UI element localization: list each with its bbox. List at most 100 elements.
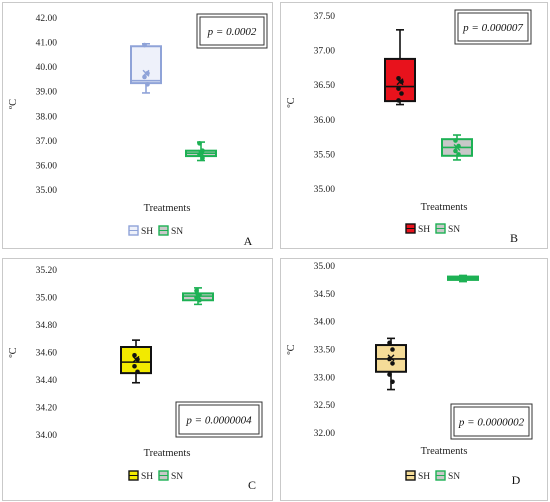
data-point	[197, 141, 202, 146]
y-tick-label: 37.50	[314, 12, 336, 22]
y-tick-label: 35.00	[36, 186, 58, 196]
legend-entry-sn: SN	[435, 470, 460, 482]
chart-panel-b: 37.50 37.00 36.50 36.00 35.50 35.00 ºC Treatmen…	[280, 2, 548, 249]
chart-panel-a: 42.00 41.00 40.00 39.00 38.00 37.00 36.00 35.00…	[2, 2, 273, 249]
mean-marker	[197, 149, 205, 157]
panel-frame	[2, 258, 273, 501]
y-tick-label: 35.00	[314, 262, 336, 272]
legend-entry-sh: SH	[405, 223, 430, 235]
box-sh	[375, 337, 407, 391]
p-value-box-inner	[199, 16, 265, 46]
y-tick-label: 35.00	[36, 294, 58, 304]
y-axis-label: ºC	[286, 344, 297, 354]
p-value-label: p = 0.0002	[207, 26, 257, 38]
data-point	[145, 82, 150, 87]
p-value-box-inner	[457, 12, 529, 42]
legend-entry-sh: SH	[128, 470, 153, 482]
y-tick-label: 35.20	[36, 266, 58, 276]
legend-label: SN	[448, 225, 460, 235]
legend-label: SN	[171, 227, 183, 237]
y-tick-label: 35.00	[314, 185, 336, 195]
data-point	[390, 379, 395, 385]
legend-label: SN	[448, 472, 460, 482]
y-tick-label: 36.50	[314, 81, 336, 91]
chart-panel-d: 35.00 34.50 34.00 33.50 33.00 32.50 32.00 ºC Tre…	[280, 258, 548, 501]
x-axis-label: Treatments	[421, 446, 468, 457]
legend-label: SH	[141, 227, 153, 237]
y-tick-label: 39.00	[36, 88, 58, 98]
box-sn	[182, 287, 214, 306]
legend-label: SN	[171, 472, 183, 482]
data-point	[396, 98, 401, 103]
x-axis-label: Treatments	[144, 448, 191, 459]
box-sn	[441, 134, 473, 161]
mean-marker	[132, 355, 140, 363]
y-tick-label: 34.20	[36, 404, 58, 414]
p-value-box-inner	[178, 404, 260, 435]
y-tick-label: 32.50	[314, 401, 336, 411]
data-point	[453, 138, 458, 143]
y-tick-label: 36.00	[36, 161, 58, 171]
y-tick-label: 35.50	[314, 150, 336, 160]
p-value-box-outer	[450, 403, 533, 440]
y-tick-label: 34.00	[36, 431, 58, 441]
chart-panel-c: 35.20 35.00 34.80 34.60 34.40 34.20 34.00 ºC Tre…	[2, 258, 273, 501]
mean-marker	[459, 274, 467, 282]
mean-marker	[194, 292, 202, 300]
p-value-label: p = 0.0000004	[185, 415, 252, 427]
y-axis-label: ºC	[286, 97, 297, 107]
data-point	[456, 152, 461, 157]
p-value-label: p = 0.0000002	[458, 417, 525, 429]
legend-label: SH	[418, 225, 430, 235]
mean-marker	[396, 78, 404, 86]
y-axis-label: ºC	[8, 99, 19, 109]
data-point	[142, 42, 147, 48]
legend-label: SH	[141, 472, 153, 482]
panel-letter: C	[248, 478, 256, 492]
legend-entry-sn: SN	[435, 223, 460, 235]
p-value-label: p = 0.000007	[462, 22, 523, 34]
y-tick-label: 37.00	[314, 47, 336, 57]
box-sn	[185, 141, 217, 162]
y-tick-label: 33.00	[314, 373, 336, 383]
y-axis-label: ºC	[8, 347, 19, 357]
panel-letter: A	[244, 234, 253, 248]
panel-letter: D	[512, 473, 521, 487]
y-tick-label: 36.00	[314, 116, 336, 126]
p-value-box-outer	[454, 9, 532, 45]
panel-letter: B	[510, 231, 518, 245]
mean-marker	[142, 69, 150, 77]
p-value-box-inner	[453, 406, 530, 437]
y-tick-label: 34.80	[36, 321, 58, 331]
data-point	[132, 363, 137, 369]
data-point	[396, 86, 401, 91]
legend-entry-sn: SN	[158, 225, 183, 237]
legend-entry-sn: SN	[158, 470, 183, 482]
data-point	[387, 340, 392, 346]
box-sh	[120, 339, 152, 384]
y-tick-label: 37.00	[36, 137, 58, 147]
y-tick-label: 33.50	[314, 346, 336, 356]
box-sh	[384, 29, 416, 106]
y-tick-label: 34.40	[36, 376, 58, 386]
p-value-box-outer	[175, 401, 263, 438]
data-point	[194, 288, 199, 293]
box-sn	[447, 274, 479, 283]
y-tick-label: 34.60	[36, 349, 58, 359]
y-tick-label: 34.00	[314, 318, 336, 328]
mean-marker	[387, 354, 395, 362]
data-point	[200, 155, 205, 161]
y-tick-label: 40.00	[36, 63, 58, 73]
y-tick-label: 32.00	[314, 429, 336, 439]
y-tick-label: 41.00	[36, 39, 58, 49]
data-point	[387, 372, 392, 377]
data-point	[399, 91, 404, 96]
y-tick-label: 42.00	[36, 14, 58, 24]
mean-marker	[453, 143, 461, 151]
y-tick-label: 34.50	[314, 290, 336, 300]
x-axis-label: Treatments	[144, 203, 191, 214]
legend-entry-sh: SH	[405, 470, 430, 482]
box-sh	[130, 42, 162, 94]
legend-entry-sh: SH	[128, 225, 153, 237]
